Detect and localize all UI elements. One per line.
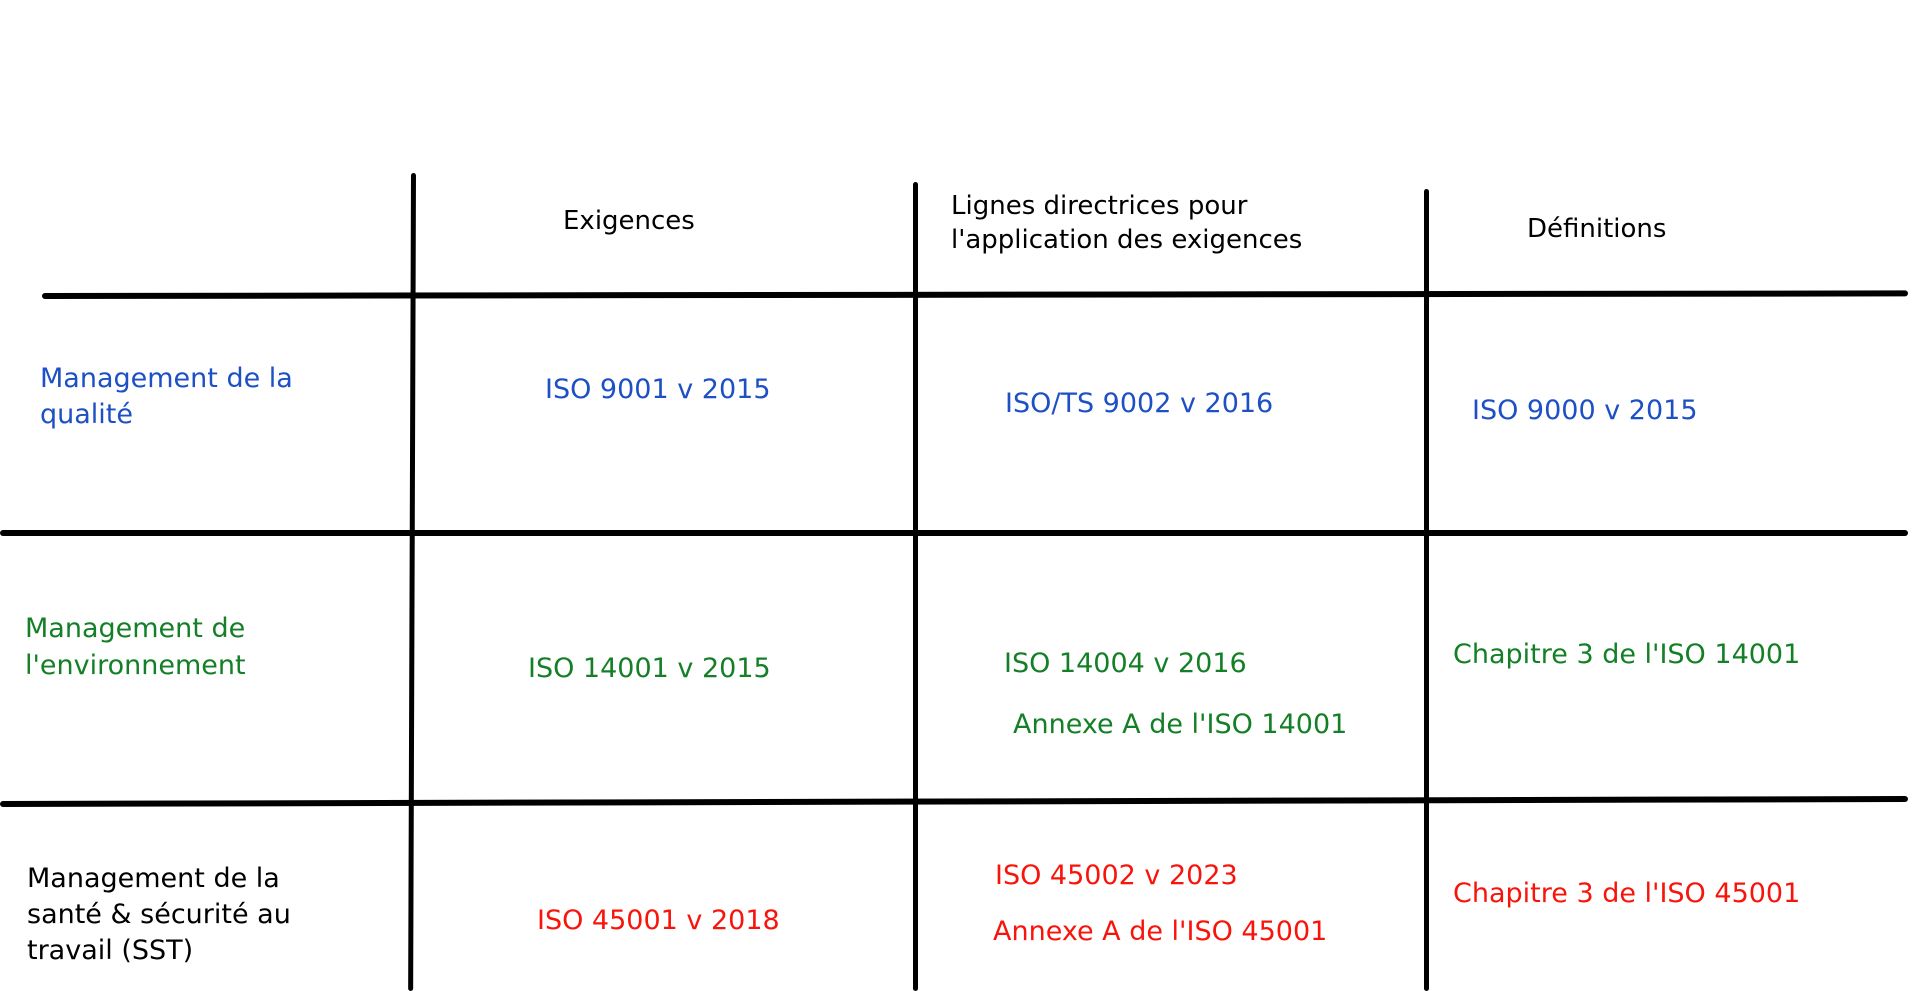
row-label-line: Management de la: [27, 863, 280, 894]
cell-environnement-exigences: ISO 14001 v 2015: [528, 653, 771, 684]
cell-qualite-lignes-directrices: ISO/TS 9002 v 2016: [1005, 388, 1274, 419]
table-horizontal-line-3: [0, 796, 1909, 807]
column-header-definitions: Définitions: [1527, 214, 1667, 244]
cell-sst-definitions: Chapitre 3 de l'ISO 45001: [1453, 878, 1801, 909]
cell-sst-lignes-directrices-1: ISO 45002 v 2023: [995, 860, 1238, 891]
column-header-exigences: Exigences: [563, 206, 695, 236]
cell-sst-lignes-directrices-2: Annexe A de l'ISO 45001: [993, 916, 1328, 947]
cell-sst-exigences: ISO 45001 v 2018: [537, 905, 780, 936]
cell-environnement-definitions: Chapitre 3 de l'ISO 14001: [1453, 639, 1801, 670]
column-header-lignes-line2: l'application des exigences: [951, 225, 1303, 255]
row-label-line: santé & sécurité au: [27, 899, 291, 930]
cell-environnement-lignes-directrices-1: ISO 14004 v 2016: [1004, 648, 1247, 679]
column-header-lignes-directrices: Lignes directrices pour l'application de…: [951, 189, 1302, 257]
row-label-management-environnement: Management de l'environnement: [25, 610, 246, 684]
table-vertical-line-2: [913, 182, 918, 991]
row-label-management-sst: Management de la santé & sécurité au tra…: [27, 861, 291, 969]
column-header-lignes-line1: Lignes directrices pour: [951, 191, 1248, 221]
table-horizontal-line-2: [0, 530, 1908, 536]
table-vertical-line-3: [1424, 189, 1429, 991]
cell-qualite-exigences: ISO 9001 v 2015: [545, 374, 771, 405]
row-label-line: travail (SST): [27, 935, 194, 966]
row-label-line: Management de: [25, 613, 246, 644]
cell-environnement-lignes-directrices-2: Annexe A de l'ISO 14001: [1013, 709, 1348, 740]
row-label-line: Management de la: [40, 363, 293, 394]
row-label-line: qualité: [40, 399, 133, 430]
row-label-management-qualite: Management de la qualité: [40, 361, 293, 433]
table-horizontal-line-1: [41, 290, 1909, 299]
cell-qualite-definitions: ISO 9000 v 2015: [1472, 395, 1698, 426]
row-label-line: l'environnement: [25, 650, 246, 681]
